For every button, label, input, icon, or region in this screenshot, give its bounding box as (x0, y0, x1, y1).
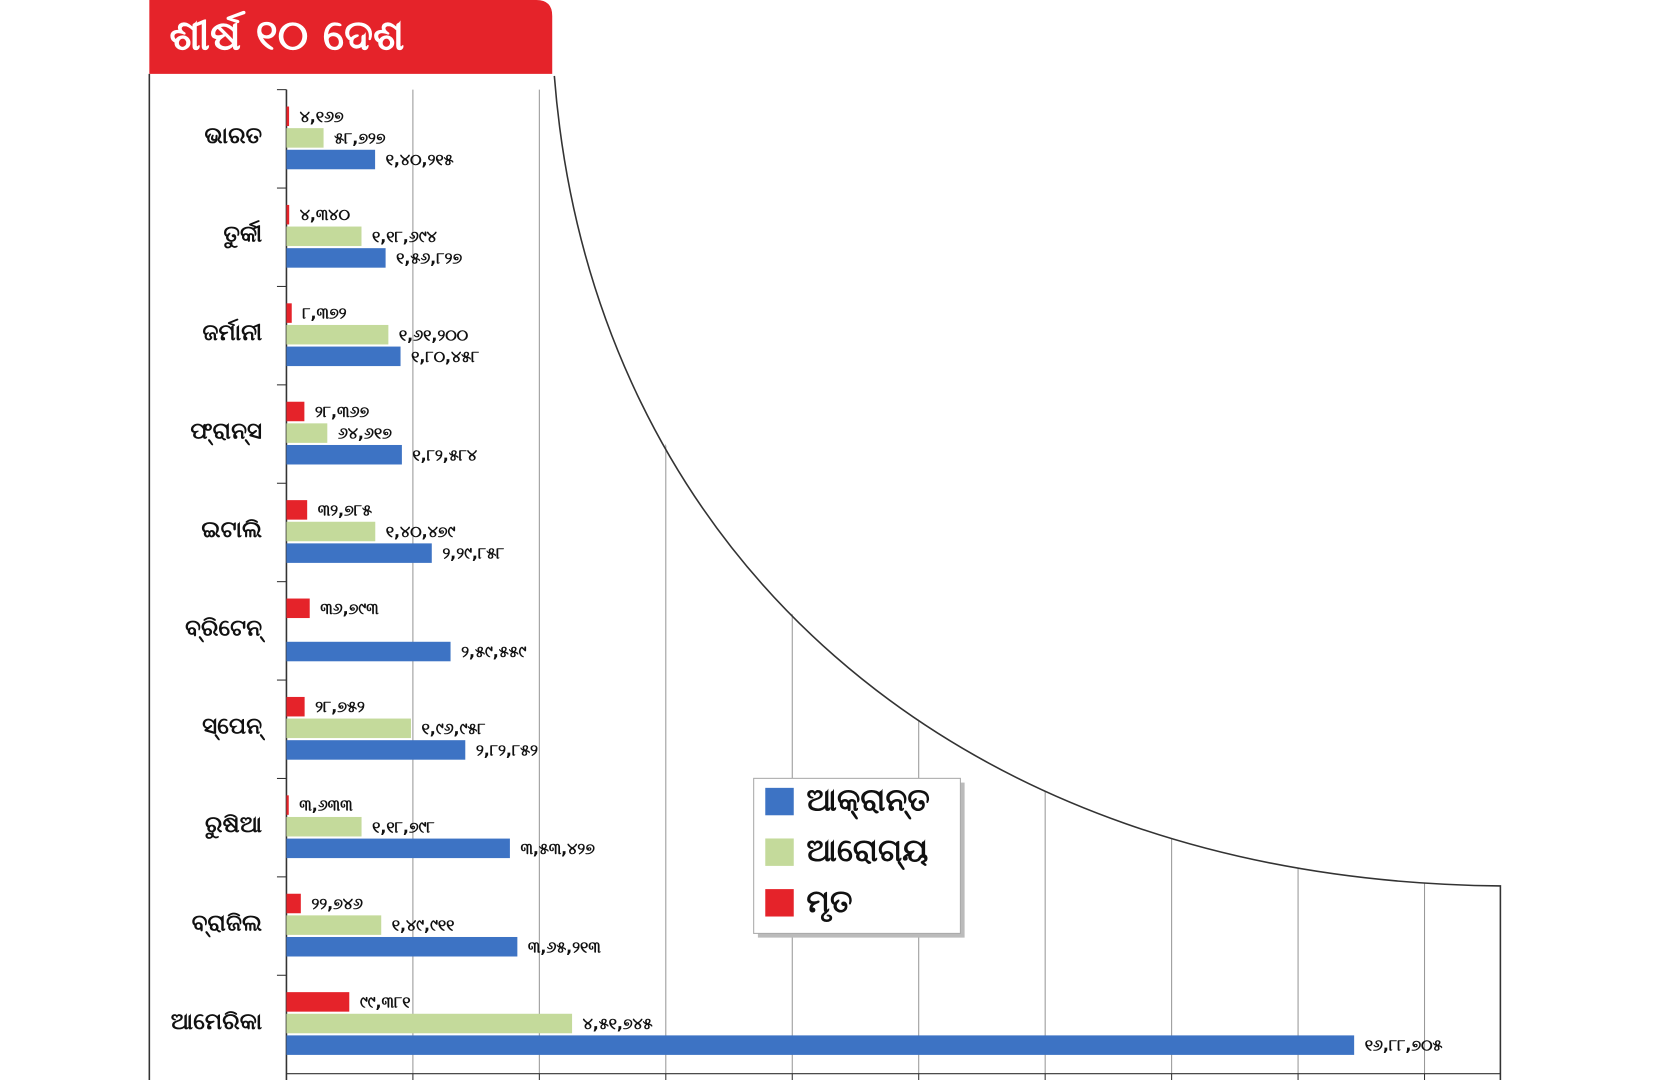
bar (286, 1035, 1355, 1055)
bar (286, 992, 350, 1012)
value-label: ୧୬,୮୮,୭୦୫ (1365, 1036, 1443, 1055)
value-label: ୪,୫୧,୭୪୫ (583, 1014, 653, 1033)
value-label: ୧,୬୧,୨୦୦ (399, 325, 469, 344)
value-label: ୨୨,୭୪୬ (311, 894, 363, 913)
legend-swatch (765, 787, 794, 816)
value-label: ୨୮,୩୬୭ (315, 402, 369, 421)
value-label: ୨୮,୭୫୨ (315, 697, 365, 716)
bar (286, 1013, 573, 1034)
bar (286, 444, 402, 465)
value-label: ୧,୧୮,୬୯୪ (372, 227, 438, 246)
y-tick-label: ଇଟାଲି (201, 516, 262, 543)
bar (286, 936, 518, 957)
bar (286, 795, 289, 815)
value-label: ୨,୫୯,୫୫୯ (461, 642, 526, 661)
decorative-curve (553, 75, 1502, 1080)
value-label: ୩୨,୭୮୫ (318, 500, 372, 519)
value-label: ୩୬,୭୯୩ (320, 599, 379, 618)
y-tick-label: ବ୍ରିଟେନ୍ (185, 614, 266, 642)
value-label: ୧,୪୦,୨୧୫ (386, 150, 454, 169)
legend-items: ଆକ୍ରାନ୍ତ ଆରୋଗ୍ୟ ମୃତ (765, 783, 930, 923)
bar (286, 226, 362, 247)
bar (286, 149, 376, 170)
value-label: ୧,୯୬,୯୫୮ (422, 719, 487, 738)
legend-swatch (765, 889, 794, 917)
bar (286, 915, 382, 935)
bar (286, 106, 290, 127)
bar (286, 346, 401, 367)
value-label: ୪,୧୬୭ (300, 107, 344, 126)
bar (286, 838, 510, 859)
bar (286, 128, 324, 148)
y-tick-label: ଭାରତ (205, 122, 263, 149)
value-label: ୫୮,୭୨୭ (334, 128, 386, 147)
bar (286, 423, 328, 443)
bar (286, 324, 389, 345)
bar (286, 598, 310, 619)
title-tab (149, 0, 553, 74)
value-label: ୩,୫୩,୪୨୭ (520, 839, 595, 858)
bar (286, 740, 466, 760)
value-label: ୬୪,୬୧୭ (338, 424, 392, 443)
bar (286, 641, 451, 662)
value-label: ୮,୩୭୨ (302, 304, 346, 323)
bar (286, 893, 301, 914)
bar (286, 543, 432, 563)
bar (286, 401, 305, 422)
bar (286, 303, 292, 323)
y-tick-label: ବ୍ରାଜିଲ (192, 909, 262, 937)
bar (286, 204, 290, 225)
bar (286, 500, 308, 520)
bar (286, 521, 376, 542)
value-label: ୧,୪୦,୪୭୯ (386, 522, 456, 541)
curve-mask (554, 63, 1655, 886)
bar (286, 248, 386, 268)
bar (286, 696, 305, 717)
value-label: ୨,୨୯,୮୫୮ (442, 544, 505, 563)
y-tick-label: ଜର୍ମାନୀ (203, 318, 263, 346)
legend-label: ଆରୋଗ୍ୟ (806, 833, 928, 871)
bar (286, 816, 362, 837)
chart-title: ଶୀର୍ଷ ୧୦ ଦେଶ (169, 10, 404, 59)
legend-label: ମୃତ (806, 884, 853, 923)
value-label: ୧,୫୬,୮୨୭ (396, 248, 462, 267)
value-label: ୨,୮୨,୮୫୨ (476, 740, 538, 759)
value-label: ୯୯,୩୮୧ (360, 992, 411, 1011)
y-tick-label: ତୁର୍କୀ (223, 220, 262, 249)
legend-swatch (765, 838, 794, 866)
value-label: ୩,୬୩୩ (299, 796, 353, 815)
legend-label: ଆକ୍ରାନ୍ତ (806, 783, 930, 821)
bar (286, 718, 411, 739)
y-tick-label: ସ୍ପେନ୍ (202, 713, 266, 741)
y-tick-label: ରୁଷିଆ (205, 811, 263, 839)
y-tick-label: ଫ୍ରାନ୍ସ (190, 417, 262, 445)
value-label: ୩,୬୫,୨୧୩ (528, 937, 601, 956)
value-label: ୧,୧୮,୭୯୮ (372, 817, 435, 836)
value-label: ୧,୪୯,୯୧୧ (392, 916, 455, 935)
y-tick-label: ଆମେରିକା (171, 1008, 262, 1035)
value-label: ୪,୩୪୦ (300, 205, 351, 224)
value-label: ୧,୮୦,୪୫୮ (411, 347, 480, 366)
value-label: ୧,୮୨,୫୮୪ (412, 445, 478, 464)
